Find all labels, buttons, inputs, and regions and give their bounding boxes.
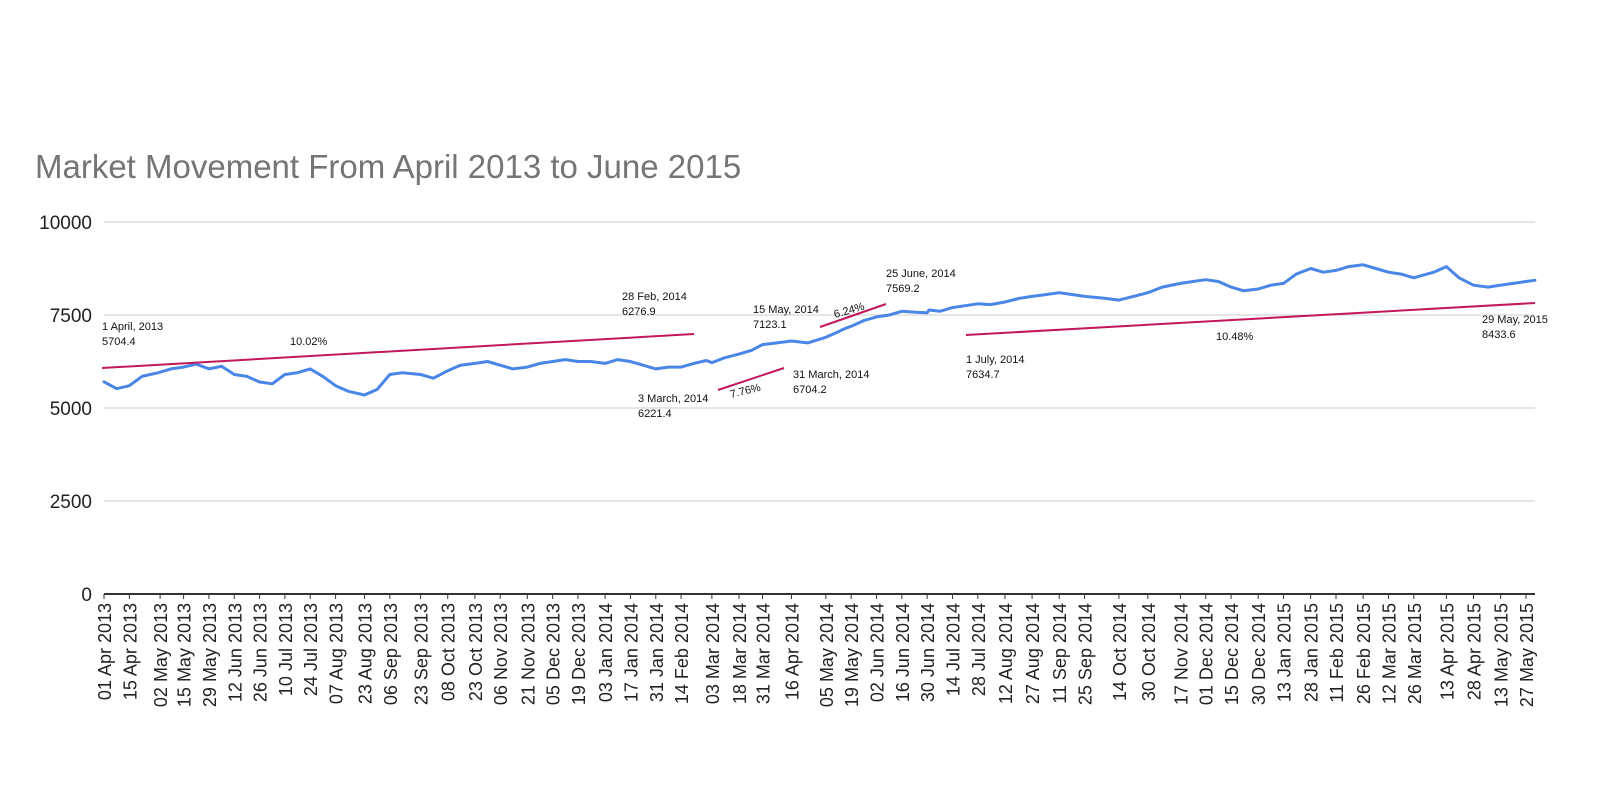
x-tick-label: 16 Jun 2014 bbox=[893, 603, 913, 702]
annotations: 1 April, 2013 5704.4 28 Feb, 2014 6276.9 3 M… bbox=[102, 268, 1548, 420]
x-tick-label: 13 Jan 2015 bbox=[1275, 603, 1295, 702]
x-tick-label: 12 Jun 2013 bbox=[225, 603, 245, 702]
y-tick-label: 0 bbox=[81, 585, 92, 606]
annotation-value: 6704.2 bbox=[793, 384, 827, 396]
x-tick-label: 28 Apr 2015 bbox=[1464, 603, 1484, 700]
annotation-date: 3 March, 2014 bbox=[638, 393, 708, 405]
x-tick-label: 08 Oct 2013 bbox=[439, 603, 459, 701]
x-tick-label: 14 Feb 2014 bbox=[672, 603, 692, 704]
x-tick-label: 28 Jul 2014 bbox=[969, 603, 989, 696]
x-tick-label: 06 Nov 2013 bbox=[491, 603, 511, 705]
x-tick-label: 17 Jan 2014 bbox=[621, 603, 641, 702]
x-tick-label: 26 Mar 2015 bbox=[1405, 603, 1425, 704]
x-axis-ticks: 01 Apr 2013 15 Apr 2013 02 May 2013 15 May … bbox=[95, 594, 1537, 707]
annotation-date: 1 April, 2013 bbox=[102, 321, 163, 333]
x-tick-label: 19 Dec 2013 bbox=[569, 603, 589, 705]
x-tick-label: 31 Mar 2014 bbox=[754, 603, 774, 704]
annotation-value: 8433.6 bbox=[1482, 329, 1516, 341]
trend-percent-label: 10.02% bbox=[290, 336, 328, 348]
annotation-value: 6276.9 bbox=[622, 306, 656, 318]
x-tick-label: 23 Aug 2013 bbox=[356, 603, 376, 704]
x-tick-label: 27 Aug 2014 bbox=[1023, 603, 1043, 704]
trend-percent-label: 10.48% bbox=[1216, 331, 1254, 343]
y-tick-label: 5000 bbox=[50, 399, 92, 420]
annotation-value: 5704.4 bbox=[102, 336, 136, 348]
x-tick-label: 15 May 2013 bbox=[175, 603, 195, 707]
annotation-value: 7569.2 bbox=[886, 283, 920, 295]
x-tick-label: 18 Mar 2014 bbox=[730, 603, 750, 704]
x-tick-label: 31 Jan 2014 bbox=[647, 603, 667, 702]
x-tick-label: 13 Apr 2015 bbox=[1437, 603, 1457, 700]
x-tick-label: 24 Jul 2013 bbox=[301, 603, 321, 696]
x-tick-label: 14 Jul 2014 bbox=[943, 603, 963, 696]
x-tick-label: 17 Nov 2014 bbox=[1171, 603, 1191, 705]
x-tick-label: 11 Feb 2015 bbox=[1327, 603, 1347, 703]
x-tick-label: 21 Nov 2013 bbox=[518, 603, 538, 705]
annotation-value: 7123.1 bbox=[753, 319, 787, 331]
y-tick-label: 7500 bbox=[50, 306, 92, 327]
x-tick-label: 10 Jul 2013 bbox=[276, 603, 296, 696]
x-tick-label: 26 Feb 2015 bbox=[1354, 603, 1374, 704]
x-tick-label: 11 Sep 2014 bbox=[1050, 603, 1070, 704]
x-tick-label: 15 Apr 2013 bbox=[120, 603, 140, 700]
x-tick-label: 15 Dec 2014 bbox=[1222, 603, 1242, 705]
annotation-date: 25 June, 2014 bbox=[886, 268, 956, 280]
y-tick-label: 10000 bbox=[39, 213, 92, 234]
x-tick-label: 30 Oct 2014 bbox=[1139, 603, 1159, 701]
x-tick-label: 25 Sep 2014 bbox=[1076, 603, 1096, 705]
x-tick-label: 12 Aug 2014 bbox=[996, 603, 1016, 704]
x-tick-label: 02 Jun 2014 bbox=[867, 603, 887, 702]
annotation-date: 28 Feb, 2014 bbox=[622, 291, 687, 303]
trend-line bbox=[819, 303, 887, 328]
annotation-date: 31 March, 2014 bbox=[793, 369, 869, 381]
x-tick-label: 02 May 2013 bbox=[151, 603, 171, 707]
x-tick-label: 12 Mar 2015 bbox=[1379, 603, 1399, 704]
gridlines bbox=[104, 221, 1535, 595]
annotation-date: 15 May, 2014 bbox=[753, 304, 819, 316]
x-tick-label: 27 May 2015 bbox=[1517, 603, 1537, 707]
annotation-date: 29 May, 2015 bbox=[1482, 314, 1548, 326]
x-tick-label: 01 Dec 2014 bbox=[1197, 603, 1217, 705]
x-tick-label: 16 Apr 2014 bbox=[782, 603, 802, 700]
series-layer bbox=[102, 263, 1537, 397]
trend-line bbox=[717, 367, 785, 391]
annotation-value: 7634.7 bbox=[966, 369, 1000, 381]
x-tick-label: 30 Dec 2014 bbox=[1249, 603, 1269, 705]
y-tick-label: 2500 bbox=[50, 492, 92, 513]
x-tick-label: 07 Aug 2013 bbox=[327, 603, 347, 704]
trend-line bbox=[101, 333, 695, 369]
x-tick-label: 28 Jan 2015 bbox=[1302, 603, 1322, 702]
annotation-date: 1 July, 2014 bbox=[966, 354, 1025, 366]
x-tick-label: 19 May 2014 bbox=[842, 603, 862, 707]
trend-line bbox=[965, 302, 1536, 336]
x-tick-label: 26 Jun 2013 bbox=[251, 603, 271, 702]
x-tick-label: 03 Mar 2014 bbox=[703, 603, 723, 704]
x-tick-label: 05 May 2014 bbox=[817, 603, 837, 707]
x-tick-label: 14 Oct 2014 bbox=[1110, 603, 1130, 701]
x-tick-label: 23 Sep 2013 bbox=[412, 603, 432, 705]
x-tick-label: 03 Jan 2014 bbox=[596, 603, 616, 702]
annotation-value: 6221.4 bbox=[638, 408, 672, 420]
x-tick-label: 30 Jun 2014 bbox=[918, 603, 938, 702]
x-tick-label: 29 May 2013 bbox=[200, 603, 220, 707]
x-tick-label: 06 Sep 2013 bbox=[381, 603, 401, 705]
x-tick-label: 01 Apr 2013 bbox=[95, 603, 115, 700]
chart-title: Market Movement From April 2013 to June … bbox=[35, 148, 742, 185]
x-tick-label: 23 Oct 2013 bbox=[466, 603, 486, 701]
x-tick-label: 05 Dec 2013 bbox=[544, 603, 564, 705]
series-line bbox=[102, 263, 1537, 397]
x-tick-label: 13 May 2015 bbox=[1492, 603, 1512, 707]
y-axis-ticks: 0 2500 5000 7500 10000 bbox=[39, 213, 92, 606]
